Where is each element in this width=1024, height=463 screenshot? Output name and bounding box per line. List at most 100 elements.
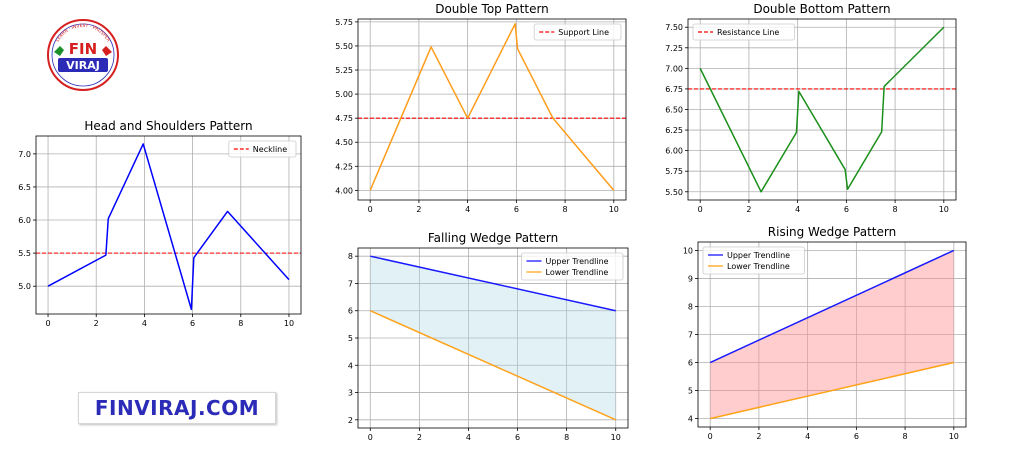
x-tick-label: 8 [238, 319, 243, 328]
y-tick-label: 5.50 [335, 42, 353, 51]
x-tick-label: 10 [609, 205, 619, 214]
legend-box [533, 23, 622, 41]
series-line [709, 249, 955, 364]
legend-label: Resistance Line [717, 28, 779, 37]
legend-box [702, 246, 805, 275]
x-tick-label: 2 [94, 319, 99, 328]
y-tick-label: 7.00 [665, 64, 683, 73]
x-tick-label: 2 [416, 205, 421, 214]
plot-area [358, 23, 626, 191]
x-tick-label: 4 [805, 432, 810, 441]
y-tick-label: 5 [688, 387, 693, 396]
y-tick-label: 7 [348, 279, 353, 288]
bull-icon [54, 46, 64, 56]
x-tick-label: 4 [795, 205, 800, 214]
x-tick-label: 6 [190, 319, 195, 328]
series-line [710, 361, 954, 420]
chart-head-shoulders: Head and Shoulders Pattern 0 2 4 6 8 10 5.0 5.5 6… [18, 119, 302, 328]
x-tick-label: 8 [893, 205, 898, 214]
x-tick-label: 10 [284, 319, 294, 328]
y-tick-label: 5.50 [665, 188, 683, 197]
legend-box [521, 252, 624, 281]
axes-frame [687, 18, 957, 201]
logo-banner [58, 58, 108, 72]
y-tick-label: 5.25 [335, 66, 353, 75]
y-tick-label: 7.50 [665, 23, 683, 32]
y-tick-label: 6.25 [665, 126, 683, 135]
y-tick-label: 4.25 [335, 162, 353, 171]
y-tick-label: 4.00 [335, 186, 353, 195]
plot-area [709, 249, 955, 420]
logo-viraj-text: VIRAJ [66, 59, 100, 72]
x-tick-label: 2 [746, 205, 751, 214]
x-tick-label: 0 [368, 433, 373, 442]
series-line [369, 310, 617, 421]
y-tick-label: 8 [688, 302, 693, 311]
y-tick-label: 7 [688, 331, 693, 340]
x-tick-label: 6 [854, 432, 859, 441]
x-tick-label: 8 [563, 205, 568, 214]
legend-label: Neckline [253, 145, 287, 154]
x-tick-label: 8 [564, 433, 569, 442]
y-tick-label: 9 [688, 274, 693, 283]
y-tick-label: 5 [348, 334, 353, 343]
wedge-fill [710, 250, 954, 419]
y-tick-label: 6.00 [665, 147, 683, 156]
axes-frame [35, 135, 302, 315]
y-tick-label: 6.50 [665, 106, 683, 115]
legend-box [692, 23, 795, 41]
y-tick-label: 5.0 [18, 282, 31, 291]
y-tick-label: 6.75 [665, 85, 683, 94]
y-tick-label: 2 [348, 416, 353, 425]
chart-falling-wedge: Falling Wedge Pattern 0 2 4 6 8 10 2 3 4 5 6 7 8 Upper… [348, 231, 629, 442]
y-tick-label: 7.0 [18, 150, 31, 159]
chart-title: Falling Wedge Pattern [428, 231, 558, 245]
y-tick-label: 4 [688, 415, 693, 424]
y-tick-label: 10 [683, 246, 693, 255]
x-tick-label: 6 [515, 433, 520, 442]
y-tick-label: 6 [348, 307, 353, 316]
y-tick-label: 8 [348, 252, 353, 261]
y-tick-label: 3 [348, 389, 353, 398]
chart-title: Double Bottom Pattern [753, 2, 890, 16]
plot-area [369, 255, 617, 421]
y-tick-label: 6.5 [18, 183, 31, 192]
chart-title: Head and Shoulders Pattern [84, 119, 252, 133]
y-tick-label: 7.25 [665, 44, 683, 53]
legend-label: Upper Trendline [727, 251, 790, 260]
x-tick-label: 6 [514, 205, 519, 214]
brand-url-text: FINVIRAJ.COM [94, 396, 260, 420]
brand-url-badge[interactable]: FINVIRAJ.COM [78, 392, 276, 424]
y-tick-label: 6.0 [18, 216, 31, 225]
y-tick-label: 6 [688, 359, 693, 368]
axes-frame [697, 241, 967, 428]
y-tick-label: 5.5 [18, 249, 31, 258]
y-tick-label: 5.00 [335, 90, 353, 99]
axes-frame [357, 247, 629, 429]
chart-rising-wedge: Rising Wedge Pattern 0 2 4 6 8 10 4 5 6 7 8 9 10 Upper… [683, 225, 967, 441]
x-tick-label: 2 [756, 432, 761, 441]
x-tick-label: 10 [611, 433, 621, 442]
y-tick-label: 4.75 [335, 114, 353, 123]
series-line [47, 143, 290, 311]
plot-area [688, 26, 956, 193]
x-tick-label: 4 [142, 319, 147, 328]
legend-label: Lower Trendline [546, 268, 609, 277]
x-tick-label: 2 [417, 433, 422, 442]
legend-box [228, 140, 297, 158]
y-tick-label: 4.50 [335, 138, 353, 147]
x-tick-label: 4 [466, 433, 471, 442]
chart-double-bottom: Double Bottom Pattern 0 2 4 6 8 10 5.50 5.75 6.00… [665, 2, 957, 214]
logo-fin-text: FIN [69, 40, 97, 58]
plot-area [36, 143, 301, 311]
x-tick-label: 0 [368, 205, 373, 214]
x-tick-label: 6 [844, 205, 849, 214]
finviraj-logo: LEARN · INVEST · PROSPER FIN VIRAJ [47, 19, 119, 91]
x-tick-label: 10 [949, 432, 959, 441]
x-tick-label: 10 [939, 205, 949, 214]
legend-label: Support Line [558, 28, 609, 37]
x-tick-label: 0 [708, 432, 713, 441]
series-line [370, 255, 616, 312]
series-line [699, 26, 945, 193]
